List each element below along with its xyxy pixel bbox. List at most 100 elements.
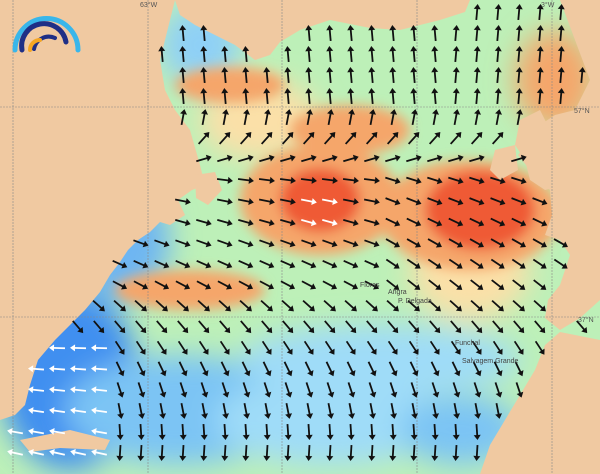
wave-arrow xyxy=(260,132,273,145)
wave-arrow xyxy=(217,154,233,163)
wave-arrow xyxy=(511,176,527,185)
wave-arrow xyxy=(258,176,275,184)
wave-arrow xyxy=(196,154,212,163)
wave-arrow xyxy=(369,109,376,126)
wave-arrow xyxy=(557,4,565,21)
wave-arrow xyxy=(116,382,125,398)
place-labels: Flores Angra P. Delgada Funchal Salvagem… xyxy=(360,282,519,365)
wave-arrow xyxy=(427,258,442,269)
wave-arrow xyxy=(242,444,250,461)
wave-arrow xyxy=(91,428,108,435)
wave-arrow xyxy=(452,25,460,42)
wave-arrow xyxy=(385,176,401,185)
wave-arrow xyxy=(448,154,464,163)
wave-arrow xyxy=(284,382,293,398)
wave-arrow xyxy=(410,67,418,84)
wave-arrow xyxy=(174,198,191,206)
wave-arrow xyxy=(363,198,380,206)
wave-arrow xyxy=(386,132,399,145)
wave-arrow xyxy=(578,67,586,84)
wave-arrow xyxy=(490,258,505,269)
wave-arrow xyxy=(473,4,481,21)
wave-arrow xyxy=(347,423,355,440)
wave-arrow xyxy=(348,109,355,126)
wave-arrow xyxy=(175,239,191,248)
wave-arrow xyxy=(196,280,212,290)
wave-arrow xyxy=(49,428,66,435)
wave-arrow xyxy=(154,259,170,269)
wave-arrow xyxy=(536,25,544,42)
wave-arrow xyxy=(431,382,440,398)
wave-arrow xyxy=(406,217,422,227)
wave-arrow xyxy=(28,448,45,456)
wave-arrow xyxy=(284,67,292,84)
wave-arrow xyxy=(177,320,189,334)
wave-arrow xyxy=(91,448,108,456)
wave-arrow xyxy=(217,239,233,248)
wave-arrow xyxy=(491,299,504,312)
wave-arrow xyxy=(180,402,188,419)
wave-arrow xyxy=(366,340,377,355)
wave-arrow xyxy=(406,197,422,206)
wave-arrow xyxy=(264,402,272,419)
wave-arrow xyxy=(263,382,272,398)
wave-arrow xyxy=(536,88,544,105)
wave-arrow xyxy=(281,299,294,312)
wave-arrow xyxy=(452,46,460,63)
wave-arrow xyxy=(196,219,212,227)
place-angra: Angra xyxy=(388,289,407,296)
wave-arrow xyxy=(240,320,252,334)
wave-arrow xyxy=(216,198,233,206)
wave-arrow xyxy=(368,25,376,42)
wave-arrow xyxy=(303,320,315,334)
ireland xyxy=(490,145,518,180)
wave-arrow xyxy=(158,382,167,398)
wave-arrow xyxy=(451,361,461,377)
wave-arrow xyxy=(300,198,317,206)
wave-arrow xyxy=(242,423,250,440)
wave-arrow xyxy=(474,402,482,419)
wave-arrow xyxy=(346,361,356,377)
wave-arrow xyxy=(473,382,482,398)
wave-arrow xyxy=(179,25,187,42)
wave-arrow xyxy=(259,259,275,269)
wave-arrow xyxy=(158,423,166,440)
wave-arrow xyxy=(492,320,504,334)
wave-arrow xyxy=(242,67,250,84)
wave-arrow xyxy=(365,299,378,312)
wave-arrow xyxy=(284,88,292,105)
wave-arrow xyxy=(473,423,481,440)
wave-arrow xyxy=(428,132,441,145)
wave-arrow xyxy=(326,444,334,461)
wave-arrow xyxy=(410,46,418,63)
wave-arrow xyxy=(200,423,208,440)
wave-arrow xyxy=(175,219,191,227)
wave-arrow xyxy=(300,176,317,184)
wave-arrow xyxy=(280,280,296,290)
wave-arrow xyxy=(428,299,441,312)
wave-arrow xyxy=(536,46,544,63)
wave-arrow xyxy=(280,239,296,248)
wave-arrow xyxy=(490,217,506,227)
wave-arrow xyxy=(201,109,208,126)
wave-arrow xyxy=(471,340,482,355)
wave-arrow xyxy=(364,219,380,227)
wave-arrow xyxy=(196,259,212,269)
wave-arrow xyxy=(449,299,462,312)
wave-arrow xyxy=(576,320,588,334)
wave-arrow xyxy=(515,25,523,42)
wave-arrow xyxy=(137,423,145,440)
wave-arrow xyxy=(367,361,377,377)
wave-arrow xyxy=(178,361,188,377)
wave-arrow xyxy=(407,132,420,145)
wave-arrow xyxy=(386,279,400,290)
wave-arrow xyxy=(218,132,231,145)
wave-arrow xyxy=(262,361,272,377)
wave-arrow xyxy=(179,67,187,84)
wave-arrow xyxy=(154,239,170,248)
wave-arrow xyxy=(470,279,484,290)
wave-arrow xyxy=(282,340,293,355)
wave-arrow xyxy=(238,259,254,269)
